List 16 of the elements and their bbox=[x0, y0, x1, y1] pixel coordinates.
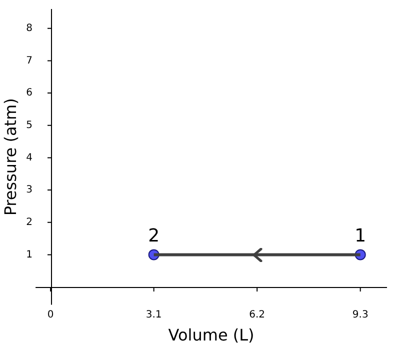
y-axis-title: Pressure (atm) bbox=[0, 98, 20, 216]
y-tick-label: 8 bbox=[26, 22, 33, 34]
x-tick-label: 9.3 bbox=[352, 309, 368, 320]
annotation: 1 bbox=[354, 225, 366, 246]
y-tick-label: 6 bbox=[26, 88, 33, 99]
y-tick-label: 5 bbox=[26, 120, 33, 131]
x-tick-label: 3.1 bbox=[146, 309, 162, 320]
y-tick-label: 2 bbox=[26, 216, 33, 228]
y-tick-label: 1 bbox=[26, 249, 33, 260]
y-tick-label: 3 bbox=[26, 184, 33, 196]
x-axis-title: Volume (L) bbox=[168, 326, 254, 345]
y-tick-label: 7 bbox=[26, 55, 33, 66]
y-tick-label: 4 bbox=[26, 152, 33, 164]
x-tick-label: 0 bbox=[47, 309, 54, 320]
annotation: 2 bbox=[148, 225, 160, 246]
x-tick-label: 6.2 bbox=[249, 309, 266, 320]
